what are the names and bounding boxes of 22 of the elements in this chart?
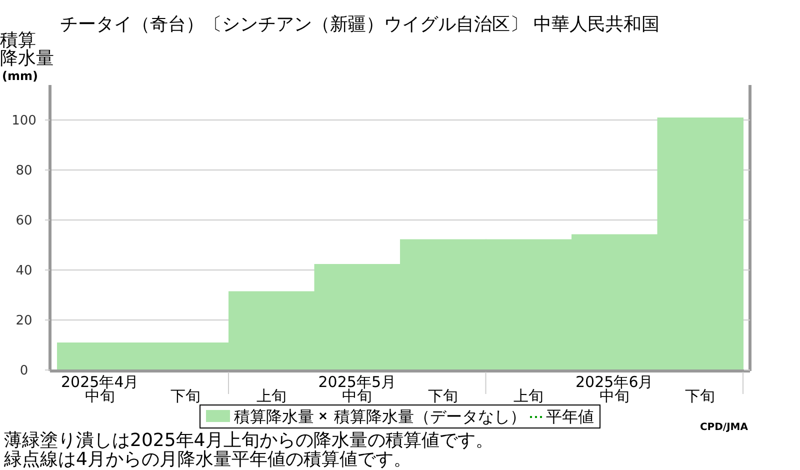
y-tick-label: 80: [16, 164, 32, 179]
y-axis-title: 積算降水量(mm): [0, 30, 54, 83]
x-tick-label: 下旬: [170, 387, 201, 405]
legend-label: 積算降水量（データなし）: [334, 407, 526, 426]
text: 薄緑塗り潰しは2025年4月上旬からの降水量の積算値です。: [4, 430, 494, 451]
x-tick-label: 下旬: [685, 387, 716, 405]
x-tick-label: 2025年5月中旬: [318, 373, 396, 405]
x-tick-label: 2025年4月中旬: [61, 373, 139, 405]
y-tick-label: 0: [20, 364, 28, 379]
y-tick-label: 20: [16, 314, 32, 329]
x-tick-label: 2025年6月中旬: [576, 373, 654, 405]
y-tick-label: 60: [16, 214, 32, 229]
legend-label: 平年値: [546, 407, 594, 426]
y-tick-label: 100: [12, 114, 36, 129]
text: 緑点線は4月からの月降水量平年値の積算値です。: [3, 449, 412, 470]
x-tick-label: 上旬: [256, 387, 286, 405]
y-tick-label: 40: [16, 264, 32, 279]
legend-label: 積算降水量: [234, 407, 314, 426]
x-tick-label: 上旬: [514, 387, 544, 405]
chart-title: チータイ（奇台）〔シンチアン（新疆）ウイグル自治区〕 中華人民共和国: [60, 14, 660, 35]
text: CPD/JMA: [700, 422, 748, 433]
x-tick-label: 下旬: [428, 387, 458, 405]
